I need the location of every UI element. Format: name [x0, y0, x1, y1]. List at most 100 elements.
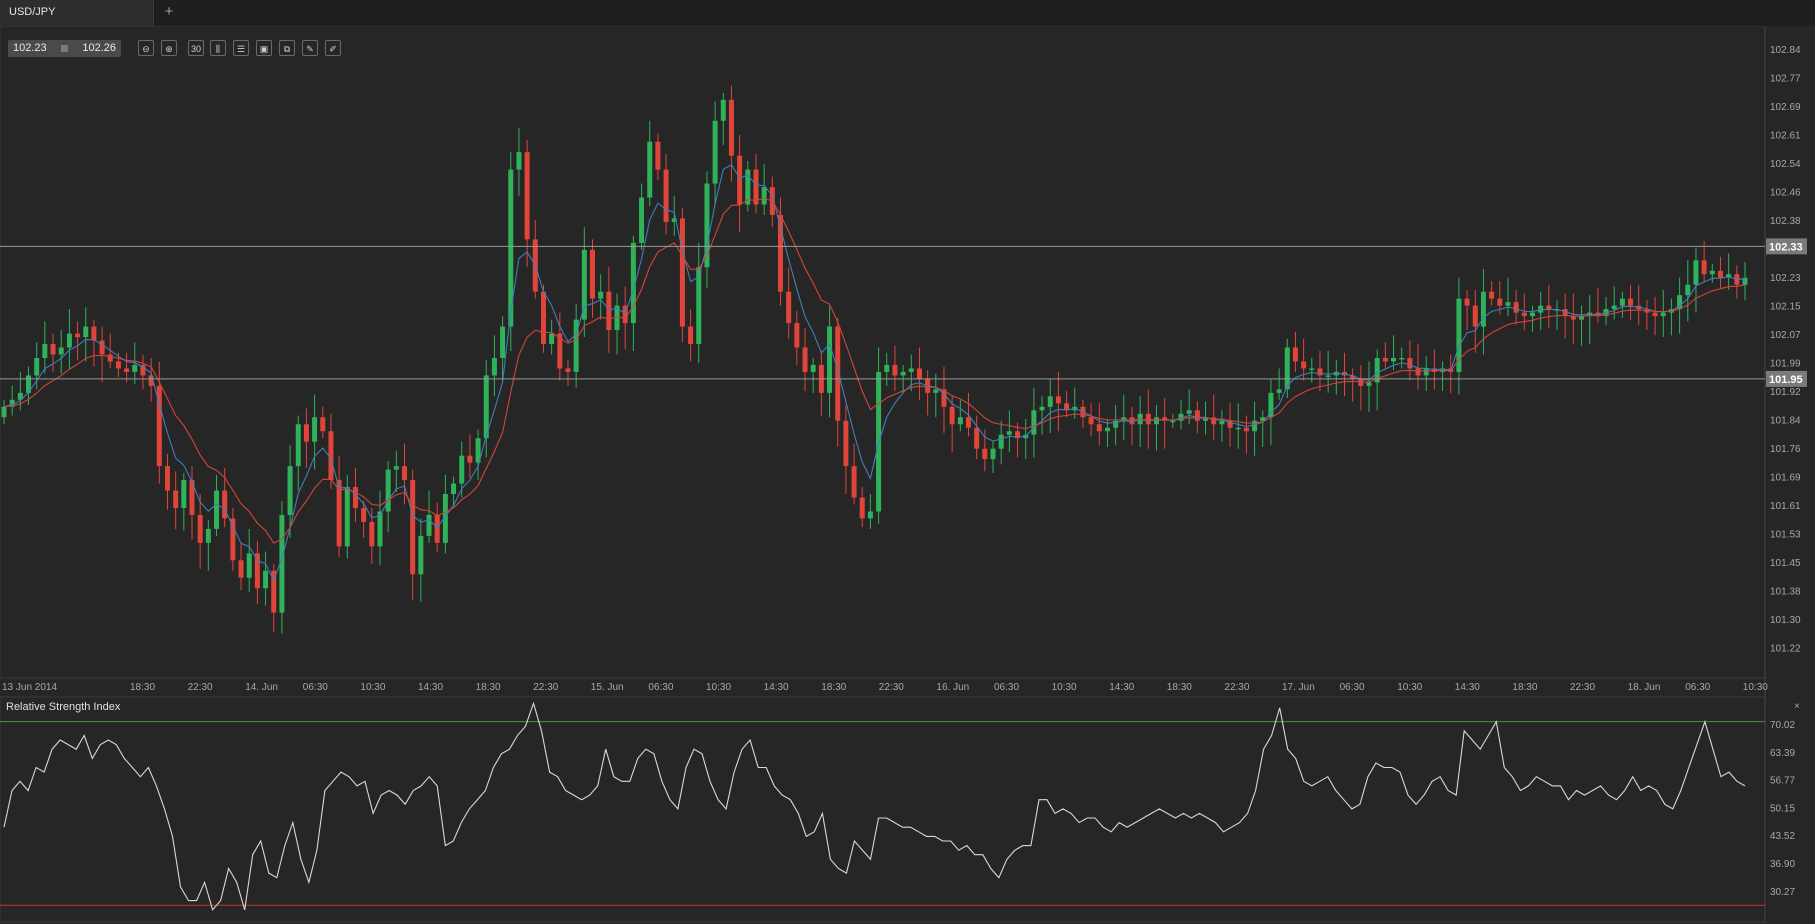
zoom-out-icon[interactable]: ⊖ [138, 40, 154, 56]
price-tick-label: 101.30 [1770, 615, 1801, 626]
candle-body [1472, 305, 1478, 327]
candle-body [1015, 431, 1021, 439]
add-tab-button[interactable]: + [164, 3, 174, 20]
quote-box: 102.23 102.26 [8, 40, 121, 57]
candle [1129, 406, 1135, 446]
candle-body [1382, 357, 1388, 362]
candle-body [451, 483, 457, 495]
candle [1579, 305, 1585, 346]
template-icon[interactable]: ▣ [256, 40, 272, 56]
candle [1660, 289, 1666, 338]
candle [26, 366, 32, 406]
candle-body [222, 490, 228, 519]
candle-body [867, 511, 873, 519]
price-tick-label: 101.92 [1770, 387, 1801, 398]
candle-body [1227, 420, 1233, 428]
candle [827, 305, 833, 418]
candle [1611, 286, 1617, 320]
candle-body [590, 249, 596, 299]
tab-usdjpy[interactable]: USD/JPY [0, 0, 154, 26]
candle [810, 357, 816, 393]
candle [1374, 349, 1380, 411]
candle-body [197, 514, 203, 543]
candle [58, 330, 64, 374]
price-level-tag [1766, 370, 1807, 387]
chart-area[interactable]: 102.84 102.77 102.69 102.61 102.54 102.46 102.… [0, 26, 1815, 924]
candle-body [91, 326, 97, 341]
close-indicator-icon[interactable]: × [1794, 701, 1800, 712]
candle-body [459, 455, 465, 484]
price-tick-label: 102.61 [1770, 131, 1801, 142]
candle-body [1113, 420, 1119, 428]
candle-body [549, 333, 555, 345]
candle [1137, 396, 1143, 447]
zoom-in-icon[interactable]: ⊕ [161, 40, 177, 56]
candle-body [1423, 368, 1429, 376]
candle [1006, 410, 1012, 453]
candle [303, 408, 309, 468]
candle-body [426, 514, 432, 536]
pen-icon[interactable]: ✐ [325, 40, 341, 56]
price-tick-label: 101.61 [1770, 501, 1801, 512]
candle [540, 284, 546, 353]
candle-body [9, 399, 15, 407]
candle-body [1276, 389, 1282, 393]
candle-body [1480, 291, 1486, 327]
candle-body [1194, 410, 1200, 421]
candle-body [181, 480, 187, 508]
time-tick-label: 18:30 [1167, 682, 1192, 693]
price-tick-label: 101.45 [1770, 558, 1801, 569]
candle-body [851, 466, 857, 498]
timeframe-icon[interactable]: 30 [188, 40, 204, 56]
candle-body [1243, 427, 1249, 432]
ask-price: 102.26 [82, 42, 116, 54]
candle [1153, 405, 1159, 451]
candle [794, 310, 800, 365]
candle [1456, 277, 1462, 395]
objects-icon[interactable]: ⧉ [279, 40, 295, 56]
candle-body [1350, 375, 1356, 379]
price-tick-label: 102.69 [1770, 102, 1801, 113]
candle-body [107, 354, 113, 362]
time-tick-label: 16. Jun [936, 682, 969, 693]
candle-body [688, 326, 694, 345]
candle-body [696, 267, 702, 345]
candle-body [115, 361, 121, 369]
time-tick-label: 18. Jun [1628, 682, 1661, 693]
candle-body [1513, 302, 1519, 313]
candle-body [287, 466, 293, 515]
price-tick-label: 101.76 [1770, 444, 1801, 455]
candle-body [810, 364, 816, 372]
candle-body [1366, 382, 1372, 386]
time-tick-label: 18:30 [130, 682, 155, 693]
indicators-icon[interactable]: ☰ [233, 40, 249, 56]
candle-body [1652, 312, 1658, 317]
candle-body [303, 424, 309, 442]
rsi-tick-label: 56.77 [1770, 776, 1795, 787]
candle [1587, 295, 1593, 345]
candle-body [1497, 298, 1503, 306]
price-level-label: 101.95 [1769, 374, 1803, 386]
candle-body [1153, 417, 1159, 425]
candle [728, 85, 734, 182]
candle [402, 443, 408, 505]
price-tick-label: 101.69 [1770, 473, 1801, 484]
candle-body [132, 364, 138, 372]
draw-icon[interactable]: ✎ [302, 40, 318, 56]
candle [998, 420, 1004, 465]
candle-body [230, 518, 236, 561]
candle [949, 396, 955, 453]
candle [1031, 387, 1037, 458]
candle [974, 415, 980, 460]
candle [1489, 281, 1495, 306]
candle-body [1088, 417, 1094, 425]
candle-body [1431, 368, 1437, 372]
candle-body [1611, 305, 1617, 310]
candle [1325, 351, 1331, 393]
candle [1464, 289, 1470, 331]
chart-type-icon[interactable]: ⫼ [210, 40, 226, 56]
candle [753, 153, 759, 214]
candle [704, 171, 710, 289]
candle [1546, 284, 1552, 329]
candle-body [50, 344, 56, 355]
